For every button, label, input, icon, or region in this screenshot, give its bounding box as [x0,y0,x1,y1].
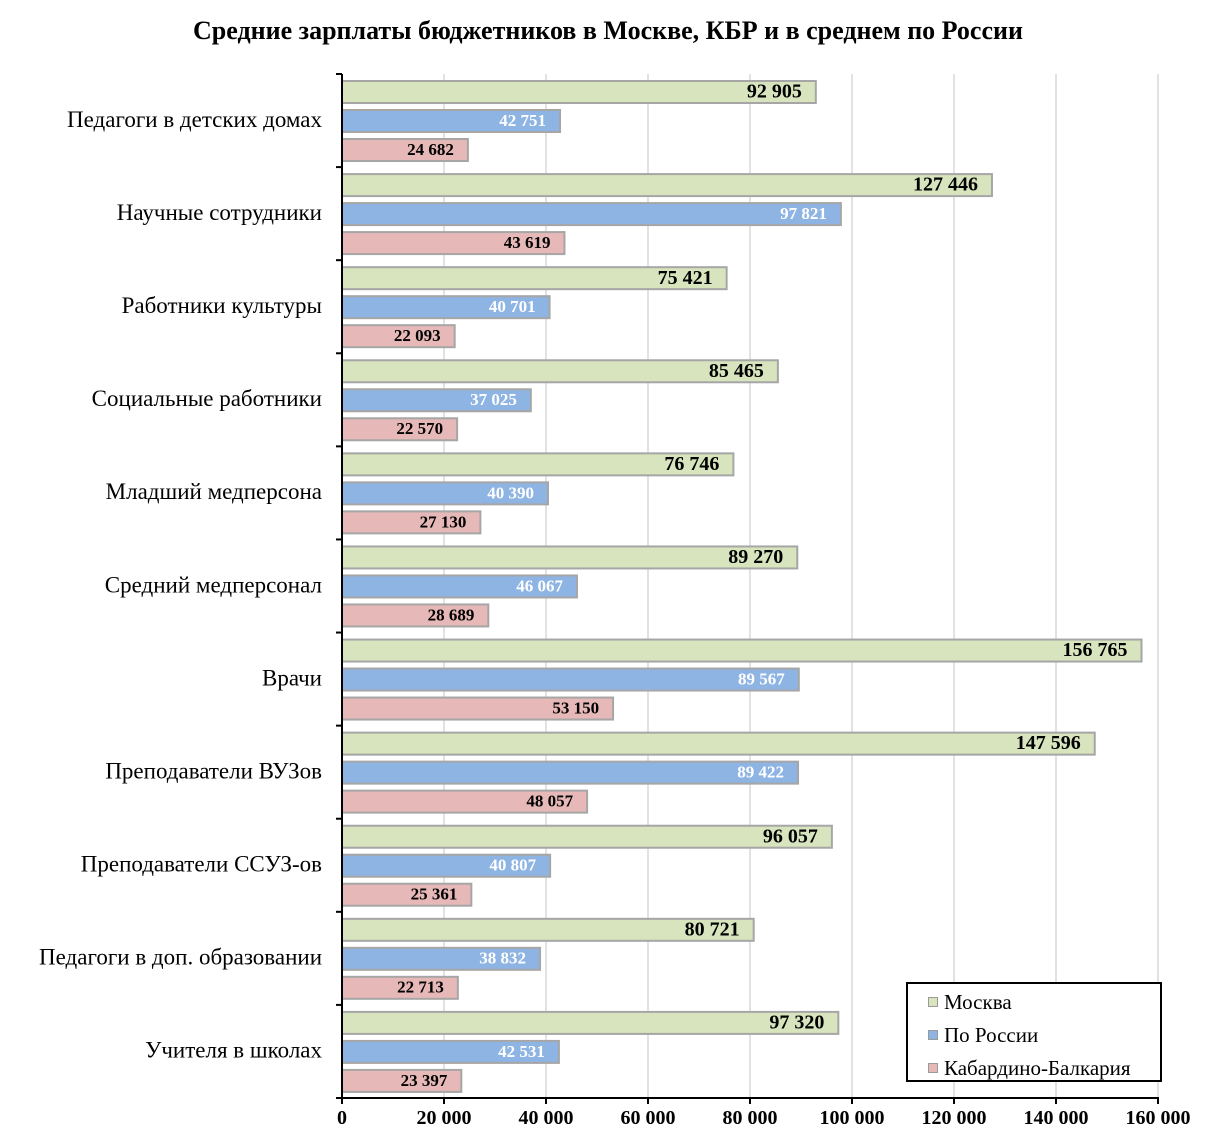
x-tick-label-6: 120 000 [922,1107,987,1129]
category-label-0: Педагоги в детских домах [67,107,322,132]
data-label-kbr-8: 25 361 [411,885,458,904]
data-label-moscow-6: 156 765 [1063,639,1128,661]
bar-moscow-8 [341,824,833,849]
data-label-russia-4: 40 390 [487,483,534,502]
data-label-moscow-8: 96 057 [763,825,818,847]
x-tick-label-7: 140 000 [1024,1107,1089,1129]
data-label-russia-5: 46 067 [516,576,563,595]
category-label-2: Работники культуры [122,293,322,318]
data-label-moscow-3: 85 465 [709,360,764,382]
category-label-9: Педагоги в доп. образовании [39,945,322,970]
bar-moscow-0 [341,80,817,104]
x-tick-label-8: 160 000 [1126,1107,1191,1129]
legend-label-russia: По России [944,1023,1039,1047]
data-label-moscow-9: 80 721 [685,918,740,940]
data-label-russia-3: 37 025 [470,390,517,409]
legend-swatch-russia [928,1030,938,1040]
category-label-1: Научные сотрудники [117,200,322,225]
data-label-moscow-4: 76 746 [664,453,719,475]
data-label-kbr-10: 23 397 [401,1071,448,1090]
data-label-moscow-5: 89 270 [728,546,783,568]
data-label-moscow-0: 92 905 [747,81,802,103]
legend-label-moscow: Москва [944,990,1012,1014]
legend-swatch-kbr [928,1063,938,1073]
category-label-4: Младший медперсона [106,479,322,504]
bar-moscow-7 [341,731,1096,756]
x-tick-label-0: 0 [337,1107,347,1129]
data-label-kbr-5: 28 689 [428,605,475,624]
data-label-russia-7: 89 422 [737,763,784,782]
chart-legend: Москва По России Кабардино-Балкария [906,982,1162,1082]
data-label-russia-1: 97 821 [780,204,827,223]
category-label-7: Преподаватели ВУЗов [105,758,322,783]
bar-moscow-10 [341,1010,840,1035]
data-label-kbr-3: 22 570 [396,419,443,438]
bar-russia-7 [341,760,800,785]
data-label-kbr-6: 53 150 [552,698,599,717]
data-label-russia-9: 38 832 [479,949,526,968]
data-label-russia-10: 42 531 [498,1042,545,1061]
data-label-kbr-7: 48 057 [526,792,573,811]
data-label-moscow-7: 147 596 [1016,732,1081,754]
category-label-6: Врачи [262,665,322,690]
data-label-russia-2: 40 701 [489,297,536,316]
x-tick-label-2: 40 000 [519,1107,574,1129]
data-label-russia-8: 40 807 [489,856,536,875]
x-tick-label-4: 80 000 [723,1107,778,1129]
x-tick-label-5: 100 000 [820,1107,885,1129]
data-label-moscow-10: 97 320 [769,1012,824,1034]
category-label-8: Преподаватели ССУЗ-ов [81,852,322,877]
data-label-kbr-9: 22 713 [397,978,444,997]
legend-swatch-moscow [928,997,938,1007]
bar-russia-1 [341,202,842,227]
data-label-kbr-2: 22 093 [394,326,441,345]
data-label-kbr-0: 24 682 [407,140,454,159]
bar-moscow-6 [341,638,1143,663]
data-label-russia-6: 89 567 [738,669,785,688]
data-label-moscow-1: 127 446 [913,174,978,196]
category-label-10: Учителя в школах [145,1038,322,1063]
data-label-kbr-1: 43 619 [504,233,551,252]
data-label-kbr-4: 27 130 [420,512,467,531]
category-label-5: Средний медперсонал [105,572,322,597]
bar-russia-6 [341,667,800,692]
chart-title: Средние зарплаты бюджетников в Москве, К… [193,16,1023,45]
x-tick-label-1: 20 000 [417,1107,472,1129]
x-tick-label-3: 60 000 [621,1107,676,1129]
category-label-3: Социальные работники [92,386,322,411]
bar-moscow-1 [341,173,993,198]
data-label-moscow-2: 75 421 [658,267,713,289]
legend-label-kbr: Кабардино-Балкария [944,1056,1131,1080]
data-label-russia-0: 42 751 [499,111,546,130]
